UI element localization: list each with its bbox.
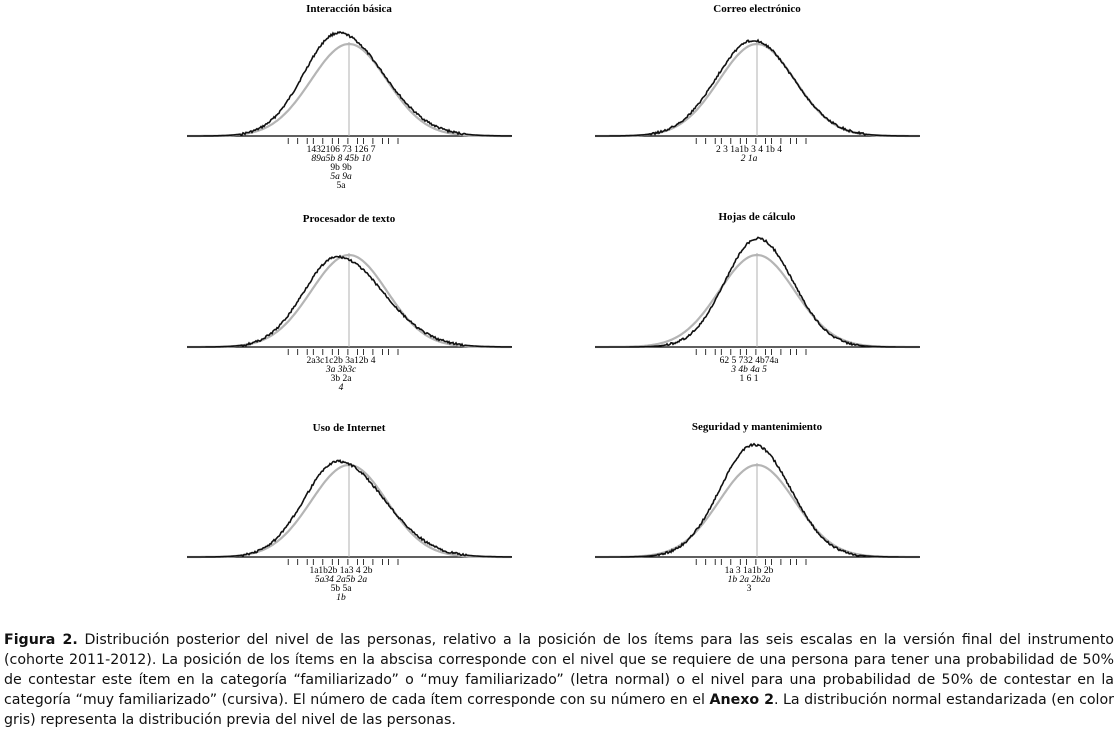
posterior-curve <box>187 459 512 558</box>
panel-title: Uso de Internet <box>313 422 386 434</box>
item-label-row: 5a34 2a5b 2a <box>315 575 368 585</box>
posterior-curve <box>187 30 512 137</box>
caption-text-2: . La distribución normal estandarizada (… <box>4 692 1115 728</box>
item-label-row: 2 3 1a1b 3 4 1b 4 <box>716 145 782 155</box>
item-label-row: 89a5b 8 45b 10 <box>311 154 371 164</box>
panel-correo-electronico: Correo electrónico 2 3 1a1b 3 4 1b 42 1a <box>595 3 920 164</box>
item-label-row: 1a1b2b 1a3 4 2b <box>309 566 372 576</box>
item-label-row: 62 5 732 4b74a <box>720 356 780 366</box>
item-label-row: 1432106 73 126 7 <box>307 145 376 155</box>
item-label-row: 5a <box>337 181 347 191</box>
posterior-curve <box>595 442 920 558</box>
item-label-row: 1b <box>336 593 346 603</box>
posterior-curve <box>595 38 920 137</box>
panel-procesador-de-texto: Procesador de texto 2a3c1c2b 3a12b 43a 3b… <box>187 213 512 393</box>
figure-panels: Interacción básica 1432106 73 126 789a5b … <box>187 3 920 603</box>
item-label-row: 2a3c1c2b 3a12b 4 <box>306 356 375 366</box>
item-label-row: 3b 2a <box>331 374 353 384</box>
item-label-row: 3a 3b3c <box>325 365 357 375</box>
panel-interaccion-basica: Interacción básica 1432106 73 126 789a5b … <box>187 3 512 191</box>
item-label-row: 1b 2a 2b2a <box>728 575 771 585</box>
item-label-row: 5a 9a <box>330 172 352 182</box>
panel-title: Seguridad y mantenimiento <box>692 421 823 433</box>
item-label-row: 5b 5a <box>331 584 353 594</box>
item-label-row: 4 <box>339 383 344 393</box>
annex-label: Anexo 2 <box>709 692 774 708</box>
item-label-row: 1a 3 1a1b 2b <box>725 566 774 576</box>
panel-title: Correo electrónico <box>713 3 801 15</box>
item-label-row: 2 1a <box>741 154 758 164</box>
item-label-row: 9b 9b <box>330 163 352 173</box>
panel-title: Procesador de texto <box>303 213 396 225</box>
figure-caption: Figura 2. Distribución posterior del niv… <box>4 630 1114 730</box>
panel-seguridad-y-mantenimiento: Seguridad y mantenimiento 1a 3 1a1b 2b1b … <box>595 421 920 594</box>
posterior-curve <box>187 254 512 348</box>
item-label-row: 3 <box>747 584 752 594</box>
item-label-row: 3 4b 4a 5 <box>730 365 767 375</box>
posterior-curve <box>595 236 920 348</box>
panel-title: Interacción básica <box>306 3 392 15</box>
item-label-row: 1 6 1 <box>740 374 759 384</box>
panel-title: Hojas de cálculo <box>719 211 796 223</box>
figure-label: Figura 2. <box>4 632 78 648</box>
caption-text-1: Distribución posterior del nivel de las … <box>4 632 1114 708</box>
